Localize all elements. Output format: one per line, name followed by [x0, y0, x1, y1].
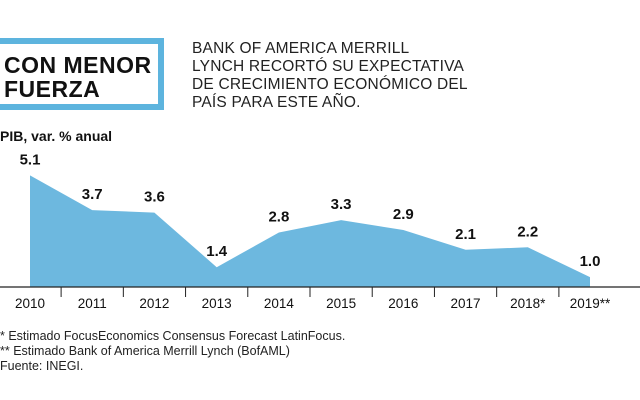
x-tick-label: 2010: [15, 296, 45, 311]
data-label: 3.3: [331, 196, 352, 213]
data-label: 2.9: [393, 206, 414, 223]
data-label: 1.0: [580, 253, 601, 270]
footnotes: * Estimado FocusEconomics Consensus Fore…: [0, 329, 345, 374]
subtitle-line: LYNCH RECORTÓ SU EXPECTATIVA: [192, 58, 465, 75]
chart-title-line-1: CON MENOR: [4, 52, 152, 78]
data-label: 2.1: [455, 226, 476, 243]
data-label: 1.4: [206, 243, 228, 260]
x-tick-label: 2018*: [510, 296, 546, 311]
chart-title-line-2: FUERZA: [4, 76, 101, 102]
subtitle-line: BANK OF AMERICA MERRILL: [192, 40, 410, 57]
x-tick-label: 2015: [326, 296, 356, 311]
data-label: 2.8: [268, 208, 289, 225]
x-tick-label: 2012: [139, 296, 169, 311]
x-tick-label: 2013: [202, 296, 232, 311]
data-label: 3.7: [82, 186, 103, 203]
data-label: 2.2: [517, 223, 538, 240]
x-tick-label: 2011: [78, 296, 107, 311]
data-label: 5.1: [20, 151, 41, 168]
subtitle-line: DE CRECIMIENTO ECONÓMICO DEL: [192, 76, 468, 93]
subtitle-line: PAÍS PARA ESTE AÑO.: [192, 94, 361, 111]
area-series: [30, 175, 590, 287]
chart-subtitle: BANK OF AMERICA MERRILL LYNCH RECORTÓ SU…: [192, 40, 482, 112]
y-axis-label: PIB, var. % anual: [0, 128, 113, 144]
source-note: Fuente: INEGI.: [0, 359, 84, 373]
x-tick-label: 2019**: [570, 296, 611, 311]
footnote-1: * Estimado FocusEconomics Consensus Fore…: [0, 329, 346, 343]
data-label: 3.6: [144, 189, 165, 206]
x-tick-label: 2014: [264, 296, 295, 311]
footnote-2: ** Estimado Bank of America Merrill Lync…: [0, 344, 290, 358]
x-tick-label: 2017: [451, 296, 481, 311]
x-tick-label: 2016: [388, 296, 418, 311]
title-box: CON MENOR FUERZA: [0, 38, 164, 110]
